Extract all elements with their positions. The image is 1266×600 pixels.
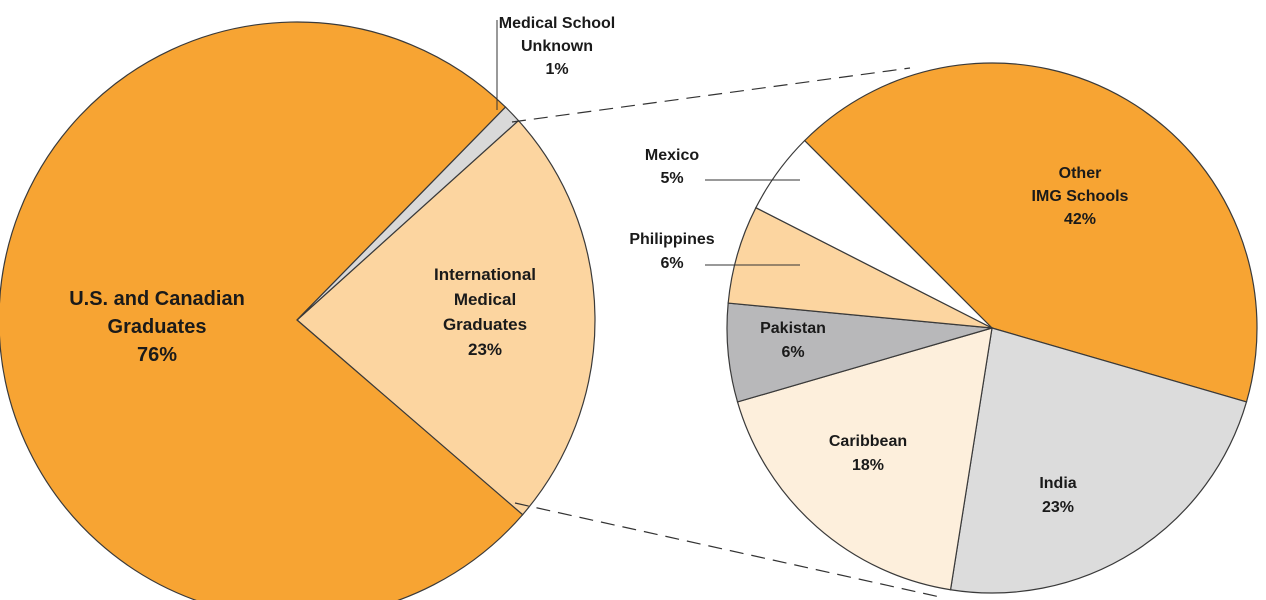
slice-label: U.S. and Canadian xyxy=(69,288,245,310)
pie-slice xyxy=(736,327,993,591)
slice-label: Other xyxy=(1059,165,1102,182)
slice-label: Medical School xyxy=(499,15,615,32)
slice-label: Pakistan xyxy=(760,320,826,337)
connector-line xyxy=(511,67,911,123)
value-label: 6% xyxy=(781,344,804,361)
slice-label: Philippines xyxy=(629,231,714,248)
slice-label: India xyxy=(1039,475,1076,492)
slice-label: International xyxy=(434,265,536,284)
pie-slice xyxy=(949,327,1248,594)
value-label: 18% xyxy=(852,457,884,474)
pie-slice xyxy=(0,21,524,600)
pie-slice xyxy=(755,139,993,329)
value-label: 6% xyxy=(660,255,683,272)
pie-slice xyxy=(803,62,1258,403)
slice-label: IMG Schools xyxy=(1032,188,1129,205)
slice-label: Medical xyxy=(454,290,516,309)
value-label: 76% xyxy=(137,344,177,366)
value-label: 42% xyxy=(1064,211,1096,228)
slice-label: Unknown xyxy=(521,38,593,55)
slices xyxy=(0,21,1258,600)
slice-label: Graduates xyxy=(108,316,207,338)
slice-label: Mexico xyxy=(645,147,699,164)
value-label: 23% xyxy=(468,340,502,359)
slice-label: Caribbean xyxy=(829,433,907,450)
slice-label: Graduates xyxy=(443,315,527,334)
connector-line xyxy=(514,502,941,598)
value-label: 23% xyxy=(1042,499,1074,516)
value-label: 5% xyxy=(660,170,683,187)
value-label: 1% xyxy=(545,61,568,78)
pie-slice xyxy=(296,119,596,516)
